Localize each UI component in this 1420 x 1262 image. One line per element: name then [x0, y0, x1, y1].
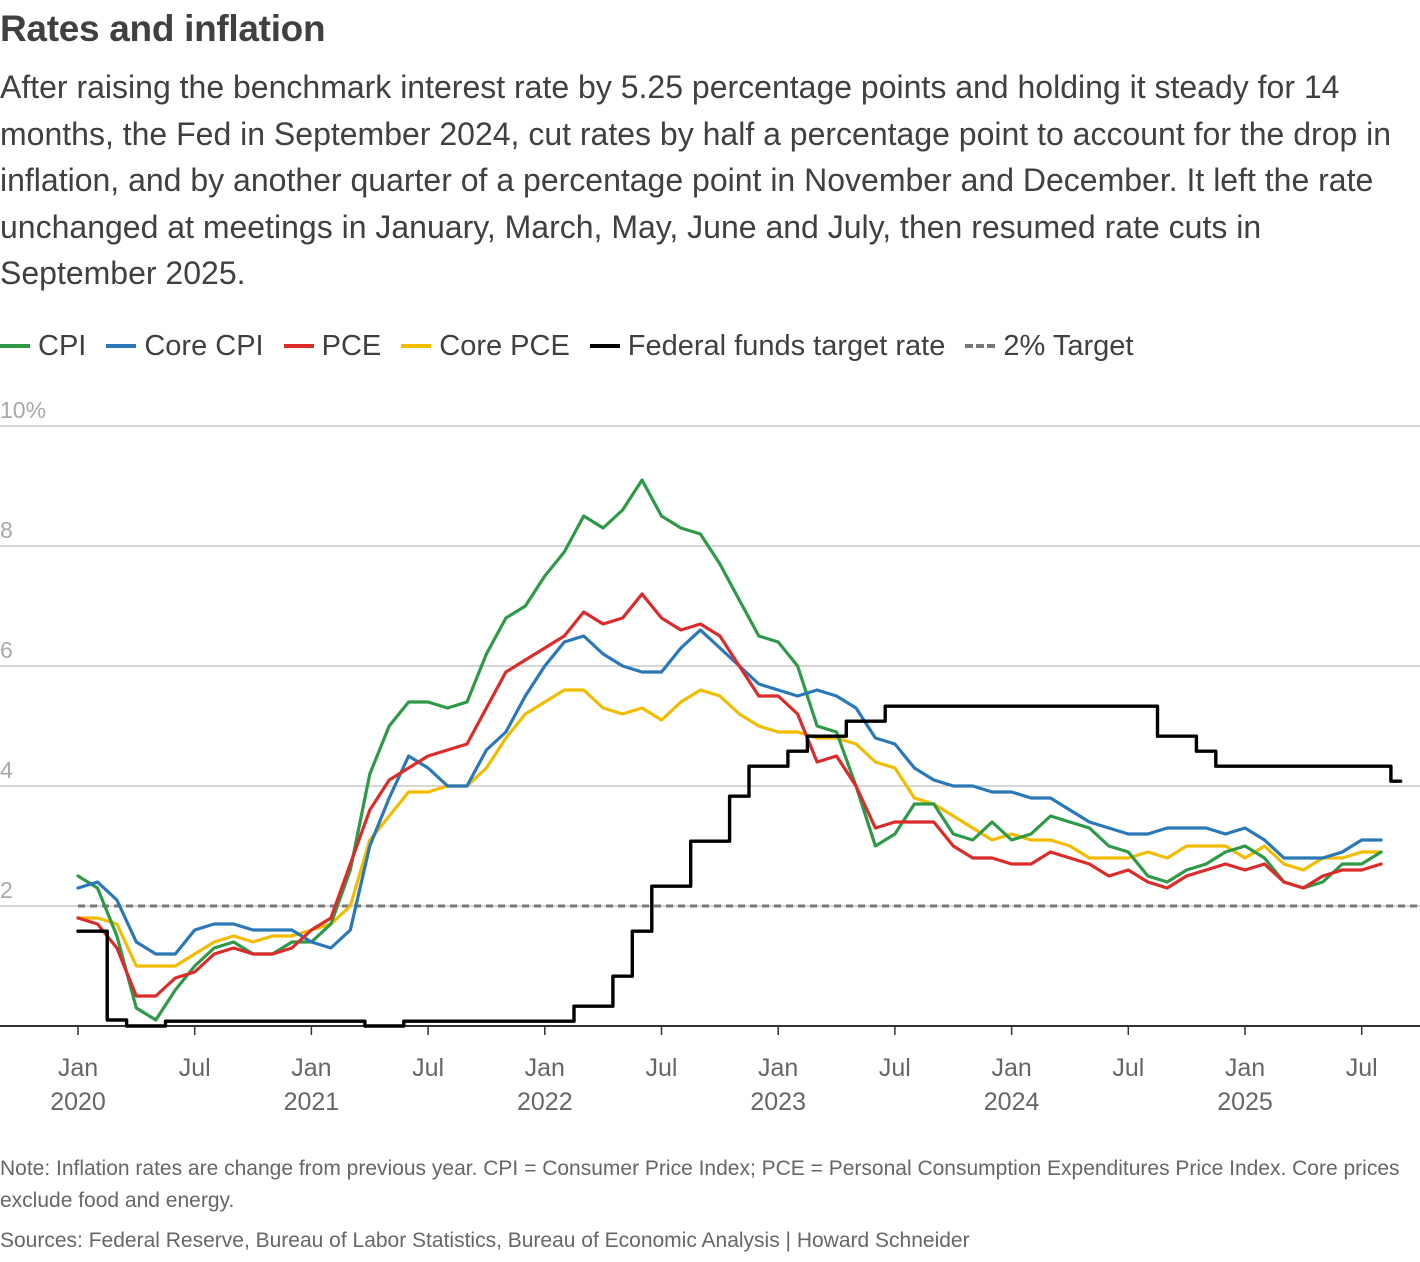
legend-swatch-target — [965, 344, 996, 348]
legend-item-target: 2% Target — [965, 330, 1133, 363]
legend-swatch-core-cpi — [106, 344, 137, 348]
x-tick-label: Jul — [412, 1054, 444, 1082]
x-tick-label: Jan — [58, 1054, 98, 1082]
legend-item-core-pce: Core PCE — [401, 330, 570, 363]
legend-swatch-pce — [283, 344, 314, 348]
series-line-core-pce — [76, 688, 1383, 968]
legend-item-pce: PCE — [283, 329, 382, 363]
series-line-pce — [76, 592, 1383, 998]
x-tick-label: Jan — [1225, 1054, 1265, 1082]
y-tick-label: 10% — [0, 397, 46, 423]
legend: CPI Core CPI PCE Core PCE Federal funds … — [0, 326, 1153, 366]
y-tick-label: 6 — [0, 637, 13, 663]
x-tick-label: Jul — [179, 1054, 211, 1082]
legend-swatch-cpi — [0, 344, 30, 348]
x-tick-label: Jan — [291, 1054, 331, 1082]
legend-label-core-pce: Core PCE — [439, 329, 570, 362]
x-tick-label: Jan — [525, 1054, 565, 1082]
legend-label-fed-funds: Federal funds target rate — [627, 329, 946, 362]
y-tick-label: 2 — [0, 877, 13, 903]
chart-title: Rates and inflation — [0, 8, 326, 49]
x-tick-year-label: 2025 — [1217, 1088, 1273, 1116]
x-tick-year-label: 2023 — [750, 1088, 806, 1116]
x-tick-year-label: 2022 — [517, 1088, 573, 1116]
x-tick-year-label: 2021 — [284, 1088, 340, 1116]
x-tick-label: Jul — [1112, 1054, 1144, 1082]
chart-subtitle: After raising the benchmark interest rat… — [0, 69, 1392, 291]
series-line-federal-funds-target-rate — [76, 704, 1403, 1028]
x-tick-label: Jul — [879, 1054, 911, 1082]
y-tick-label: 8 — [0, 517, 13, 543]
legend-label-core-cpi: Core CPI — [144, 329, 264, 362]
x-tick-label: Jul — [1346, 1054, 1378, 1082]
legend-item-core-cpi: Core CPI — [106, 329, 264, 363]
legend-label-pce: PCE — [321, 329, 382, 362]
series-line-core-cpi — [76, 628, 1383, 956]
source-line: Sources: Federal Reserve, Bureau of Labo… — [0, 1229, 970, 1252]
x-axis: Jan 2020 Jul Jan 2021 Jul Jan 2022 Jul Jan 2023 Jul… — [0, 1025, 1420, 1116]
x-tick-label: Jan — [758, 1054, 798, 1082]
legend-label-cpi: CPI — [38, 329, 87, 362]
x-tick-label: Jul — [646, 1054, 678, 1082]
legend-item-fed-funds: Federal funds target rate — [589, 329, 946, 363]
legend-swatch-fed-funds — [589, 344, 620, 348]
y-tick-label: 4 — [0, 757, 13, 783]
footnote: Note: Inflation rates are change from pr… — [0, 1157, 1400, 1212]
legend-swatch-core-pce — [401, 344, 432, 348]
series-group — [76, 478, 1403, 1028]
legend-label-target: 2% Target — [1003, 329, 1134, 362]
legend-item-cpi: CPI — [0, 330, 86, 363]
x-tick-year-label: 2024 — [984, 1088, 1040, 1116]
y-axis-ticks: 10% 8 6 4 2 — [0, 397, 46, 903]
series-line-cpi — [76, 478, 1383, 1022]
x-tick-label: Jan — [991, 1054, 1031, 1082]
grid — [0, 425, 1420, 907]
x-tick-year-label: 2020 — [50, 1088, 106, 1116]
